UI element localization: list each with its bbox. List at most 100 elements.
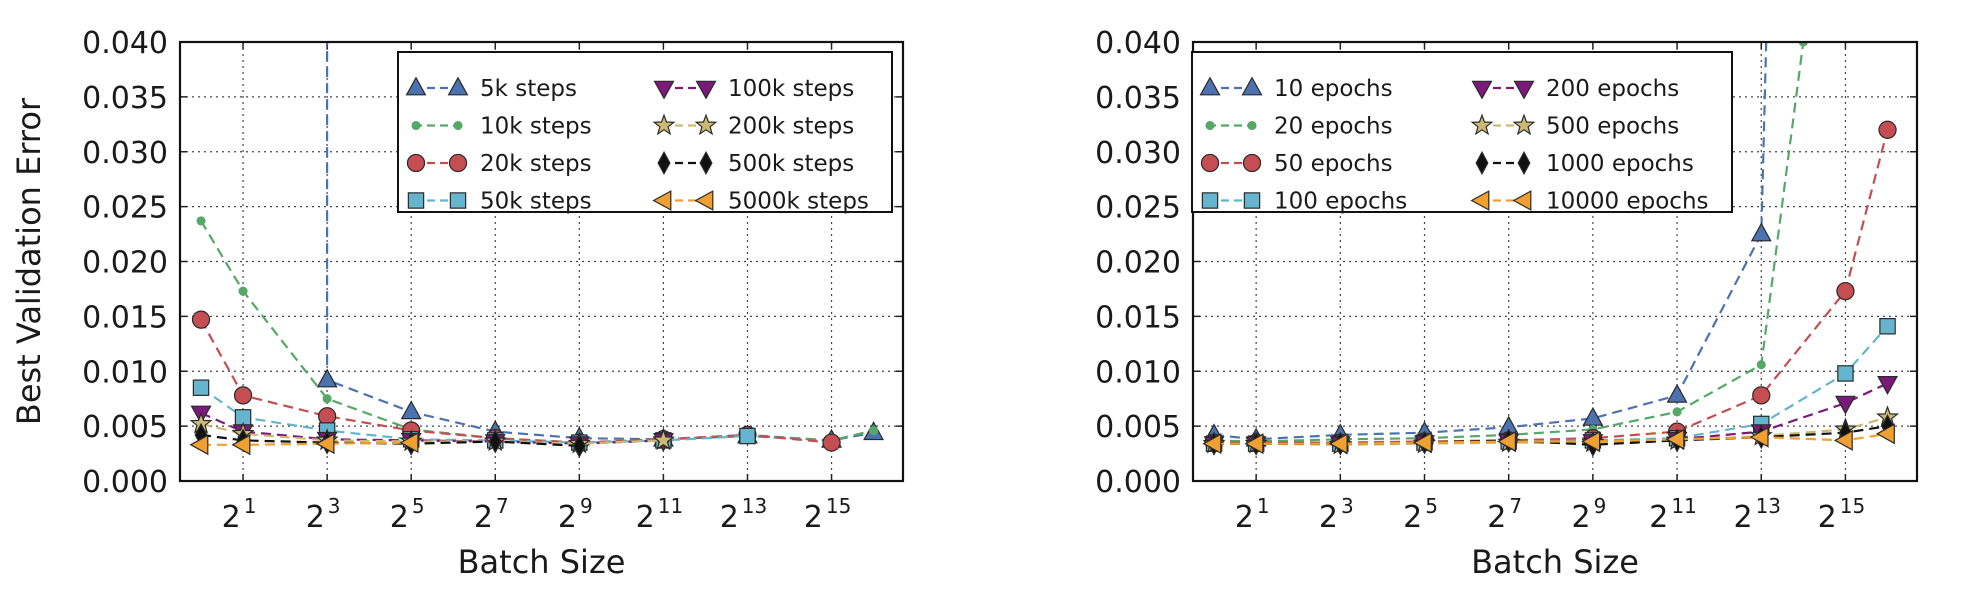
left-ytick-label: 0.015 bbox=[82, 300, 168, 335]
left-chart: 0.000 0.005 0.010 0.015 0.020 0.025 0.030 0.035… bbox=[10, 26, 905, 581]
right-legend-entry-marker bbox=[1517, 150, 1531, 176]
right-legend-entry-marker bbox=[1512, 190, 1532, 211]
left-legend-entry-marker bbox=[411, 120, 421, 131]
left-legend-entry-marker bbox=[407, 192, 425, 209]
right-chart: 0.000 0.005 0.010 0.015 0.020 0.025 0.030 0.035… bbox=[1095, 26, 1919, 581]
left-series-5000k-steps-line bbox=[201, 441, 412, 446]
right-ytick-label: 0.015 bbox=[1095, 300, 1181, 335]
right-series-10000-epochs-point bbox=[1244, 433, 1264, 455]
right-series-10000-epochs-point bbox=[1202, 433, 1222, 455]
left-legend-entry-label: 50k steps bbox=[480, 189, 592, 215]
left-series-500k-steps-point bbox=[572, 433, 586, 458]
right-legend-entry-label: 1000 epochs bbox=[1546, 151, 1694, 177]
right-ytick-label: 0.005 bbox=[1095, 410, 1181, 445]
left-series-20k-steps-line bbox=[200, 319, 832, 444]
right-series-100-epochs-line bbox=[1214, 325, 1889, 445]
left-legend-entry-marker bbox=[406, 153, 426, 173]
left-series-5000k-steps-point bbox=[315, 433, 335, 455]
right-legend-entry-marker bbox=[1471, 80, 1493, 100]
right-series-100-epochs-point bbox=[1879, 318, 1896, 335]
left-legend-entry-marker bbox=[652, 190, 672, 211]
left-legend-entry-marker bbox=[652, 113, 676, 136]
left-series-500k-steps-point bbox=[488, 429, 502, 454]
right-xtick-label: 2 15 bbox=[1818, 494, 1866, 535]
left-ytick-label: 0.035 bbox=[82, 81, 168, 116]
left-series-20k-steps-point bbox=[191, 310, 211, 329]
right-series-10000-epochs-point bbox=[1412, 432, 1432, 454]
right-series-10000-epochs-point bbox=[1833, 429, 1853, 451]
right-legend-box bbox=[1191, 51, 1733, 213]
right-legend-entry-label: 100 epochs bbox=[1274, 189, 1407, 215]
left-legend-entry-label: 100k steps bbox=[728, 76, 854, 102]
right-legend-entry-marker bbox=[1513, 80, 1535, 100]
right-ytick-label: 0.030 bbox=[1095, 136, 1181, 171]
left-plot-area bbox=[189, 42, 885, 458]
left-ytick-label: 0.030 bbox=[82, 136, 168, 171]
right-legend-entry-label: 50 epochs bbox=[1274, 151, 1393, 177]
left-legend-entry-label: 5k steps bbox=[480, 76, 577, 102]
left-series-10k-steps-point bbox=[869, 425, 879, 436]
left-series-20k-steps-point bbox=[317, 407, 337, 426]
right-legend-entry-marker bbox=[1241, 76, 1263, 96]
left-legend-entry-label: 20k steps bbox=[480, 151, 592, 177]
left-series-5k-steps-point bbox=[400, 400, 422, 420]
right-xtick-label: 2 13 bbox=[1733, 494, 1781, 535]
right-x-axis-label: Batch Size bbox=[1471, 543, 1639, 581]
left-series-200k-steps-point bbox=[651, 428, 675, 451]
right-legend-entry-label: 20 epochs bbox=[1274, 114, 1393, 140]
right-plot-area bbox=[1202, 42, 1900, 457]
left-legend-entry-marker bbox=[453, 120, 463, 131]
left-legend-entry-marker bbox=[449, 192, 467, 209]
left-series-20k-steps-point bbox=[233, 386, 253, 405]
right-series-50-epochs-point bbox=[1878, 120, 1897, 139]
right-ytick-label: 0.025 bbox=[1095, 191, 1181, 226]
right-series-10000-epochs-point bbox=[1665, 428, 1685, 450]
left-legend-entry-marker bbox=[694, 190, 714, 211]
left-legend-entry-marker bbox=[699, 150, 713, 176]
left-xtick-label: 2 11 bbox=[636, 494, 684, 535]
right-legend-entry-marker bbox=[1205, 120, 1215, 131]
left-series-50k-steps-point bbox=[192, 379, 210, 396]
left-x-axis-label: Batch Size bbox=[458, 543, 626, 581]
right-legend-entry-marker bbox=[1470, 113, 1494, 136]
left-series-5000k-steps-point bbox=[231, 434, 251, 456]
right-series-10000-epochs-point bbox=[1581, 430, 1601, 452]
left-series-5000k-steps-point bbox=[189, 434, 209, 456]
right-legend-entry-marker bbox=[1199, 76, 1221, 96]
left-ytick-label: 0.020 bbox=[82, 246, 168, 281]
left-legend-entry-marker bbox=[448, 153, 468, 173]
right-series-10000-epochs-point bbox=[1328, 433, 1348, 455]
right-legend-entry-marker bbox=[1242, 153, 1262, 173]
right-series-200-epochs-point bbox=[1877, 376, 1899, 395]
right-ytick-label: 0.020 bbox=[1095, 246, 1181, 281]
left-plot-frame bbox=[178, 40, 905, 483]
left-ytick-label: 0.005 bbox=[82, 410, 168, 445]
left-series-5000k-steps-point bbox=[399, 432, 419, 454]
left-legend-entry-marker bbox=[653, 80, 675, 100]
left-legend-entry-label: 5000k steps bbox=[728, 189, 869, 215]
left-ytick-label: 0.010 bbox=[82, 355, 168, 390]
left-legend-box bbox=[397, 51, 893, 213]
right-legend-entry-label: 500 epochs bbox=[1546, 114, 1679, 140]
right-series-200-epochs-line bbox=[1214, 382, 1888, 445]
right-series-100-epochs-point bbox=[1837, 365, 1854, 382]
left-legend: 5k steps 10k steps 20k steps 50k steps 100k … bbox=[397, 51, 893, 215]
right-ytick-label: 0.035 bbox=[1095, 81, 1181, 116]
right-legend-entry-marker bbox=[1200, 153, 1220, 173]
right-series-10000-epochs-line bbox=[1214, 432, 1888, 445]
right-series-10000-epochs-point bbox=[1749, 426, 1769, 448]
left-y-axis-label: Best Validation Error bbox=[10, 97, 48, 425]
right-series-50-epochs-point bbox=[1836, 281, 1855, 301]
left-xtick-label: 2 13 bbox=[720, 494, 768, 535]
left-legend-entry-marker bbox=[694, 113, 718, 136]
right-legend: 10 epochs 20 epochs 50 epochs 100 epochs 200… bbox=[1191, 51, 1733, 215]
left-series-10k-steps-point bbox=[238, 286, 248, 296]
right-xtick-label: 2 11 bbox=[1649, 494, 1697, 535]
